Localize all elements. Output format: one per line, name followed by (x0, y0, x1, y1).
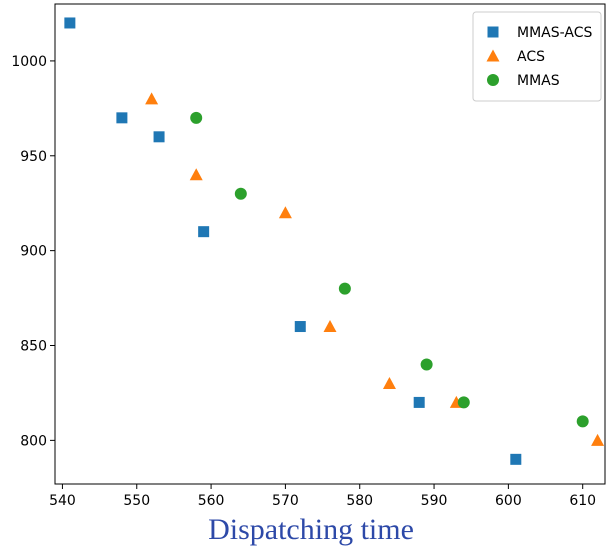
legend-marker-acs (486, 49, 500, 62)
mmas-point (576, 415, 589, 428)
y-tick-label: 800 (20, 433, 47, 449)
acs-point (189, 168, 203, 181)
mmas-point (420, 358, 433, 371)
mmas-acs-point (153, 131, 165, 143)
mmas-acs-point (413, 396, 425, 408)
y-tick-label: 1000 (11, 54, 47, 70)
mmas-acs-point (64, 17, 76, 29)
legend-label-mmas-acs: MMAS-ACS (517, 25, 592, 41)
legend-label-acs: ACS (517, 49, 545, 65)
x-tick-label: 580 (346, 493, 373, 509)
legend-marker-mmas (487, 74, 499, 86)
mmas-point (457, 396, 470, 409)
mmas-point (338, 282, 351, 295)
x-axis: 540 550 560 570 580 590 600 610 (49, 484, 596, 509)
mmas-acs-point (510, 453, 522, 465)
x-tick-label: 550 (123, 493, 150, 509)
mmas-acs-point (294, 321, 306, 333)
legend-label-mmas: MMAS (517, 73, 560, 89)
mmas-acs-point (198, 226, 210, 238)
acs-point (591, 433, 605, 446)
acs-point (323, 320, 337, 333)
y-tick-label: 850 (20, 339, 47, 355)
x-axis-label: Dispatching time (208, 513, 414, 546)
mmas-point (190, 111, 203, 124)
mmas-acs-point (116, 112, 128, 124)
acs-point (278, 206, 292, 219)
legend-box (472, 11, 602, 102)
data-points (64, 17, 605, 465)
legend-marker-mmas-acs (487, 26, 499, 38)
x-tick-label: 560 (198, 493, 225, 509)
y-axis: 800 850 900 950 1000 (11, 54, 55, 449)
mmas-point (234, 187, 247, 200)
legend: MMAS-ACS ACS MMAS (472, 11, 602, 102)
x-tick-label: 590 (421, 493, 448, 509)
acs-point (145, 92, 159, 105)
plot-area (54, 3, 606, 485)
x-tick-label: 570 (272, 493, 299, 509)
x-tick-label: 600 (495, 493, 522, 509)
y-tick-label: 950 (20, 149, 47, 165)
x-tick-label: 540 (49, 493, 76, 509)
acs-point (382, 376, 396, 389)
y-tick-label: 900 (20, 244, 47, 260)
x-tick-label: 610 (569, 493, 596, 509)
